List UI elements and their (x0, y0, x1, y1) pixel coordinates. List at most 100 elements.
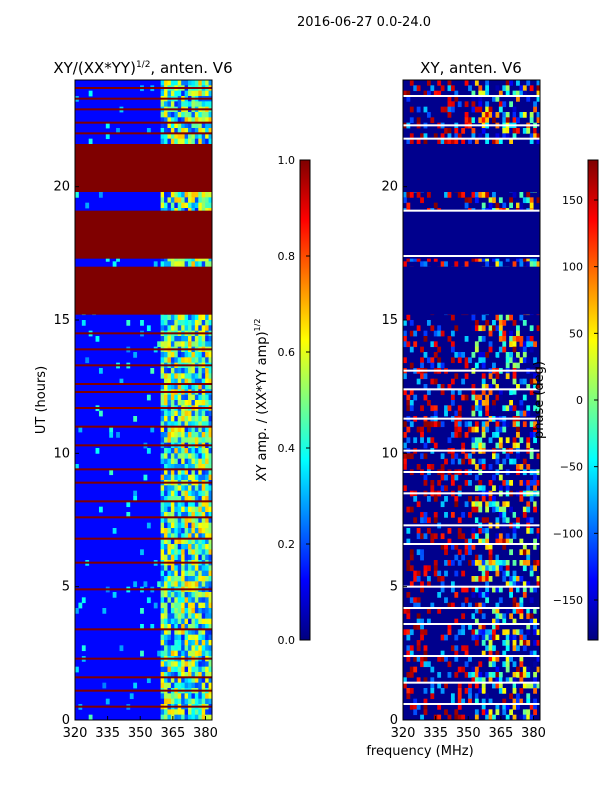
heatmap-cell (188, 666, 192, 673)
left-colorbar-label: XY amp. / (XX*YY amp)1/2 (253, 319, 270, 482)
heatmap-cell (464, 688, 469, 694)
heatmap-cell (464, 597, 469, 604)
heatmap-cell (512, 597, 517, 604)
heatmap-cell (522, 128, 527, 134)
heatmap-cell (533, 677, 537, 684)
heatmap-cell (454, 501, 459, 508)
heatmap-cell (495, 650, 500, 657)
heatmap-cell (468, 357, 472, 364)
heatmap-cell (498, 474, 503, 481)
heatmap-cell (191, 373, 196, 380)
heatmap-cell (198, 634, 203, 641)
heatmap-cell (164, 538, 168, 545)
heatmap-cell (413, 330, 418, 337)
heatmap-cell (201, 554, 206, 561)
heatmap-cell (201, 506, 206, 513)
heatmap-cell (533, 688, 537, 694)
heatmap-cell (160, 256, 165, 262)
heatmap-cell (201, 640, 206, 646)
heatmap-cell (194, 592, 199, 598)
heatmap-cell (485, 533, 490, 540)
heatmap-cell (423, 698, 428, 705)
heatmap-cell (464, 453, 469, 460)
heatmap-cell (423, 138, 428, 145)
heatmap-cell (198, 661, 203, 668)
heatmap-cell (505, 634, 510, 641)
heatmap-cell (416, 192, 421, 198)
heatmap-cell (536, 576, 540, 582)
heatmap-cell (198, 602, 203, 609)
heatmap-cell (208, 90, 212, 97)
heatmap-cell (519, 602, 524, 609)
heatmap-cell (505, 362, 510, 369)
heatmap-cell (181, 640, 185, 646)
heatmap-cell (423, 474, 428, 481)
heatmap-cell (184, 336, 189, 342)
heatmap-cell (478, 661, 483, 668)
heatmap-cell (88, 90, 93, 97)
heatmap-cell (437, 570, 442, 577)
heatmap-cell (184, 613, 189, 620)
heatmap-cell (526, 501, 531, 508)
heatmap-cell (133, 581, 138, 588)
heatmap-cell (447, 714, 452, 720)
heatmap-cell (188, 576, 192, 582)
heatmap-cell (177, 421, 182, 428)
heatmap-cell (198, 336, 203, 342)
heatmap-cell (519, 640, 524, 646)
heatmap-cell (205, 693, 209, 700)
heatmap-cell (457, 405, 462, 412)
heatmap-cell (522, 698, 527, 705)
heatmap-cell (533, 661, 537, 668)
heatmap-cell (440, 581, 445, 588)
heatmap-cell (184, 650, 189, 657)
heatmap-cell (184, 325, 189, 332)
heatmap-cell (181, 496, 185, 502)
heatmap-cell (194, 528, 199, 534)
heatmap-cell (502, 426, 507, 433)
heatmap-cell (160, 458, 165, 465)
heatmap-cell (495, 538, 500, 545)
heatmap-cell (512, 640, 517, 646)
x-tick-label: 380 (521, 726, 546, 741)
heatmap-cell (522, 709, 527, 716)
heatmap-cell (492, 682, 496, 689)
heatmap-cell (502, 677, 507, 684)
heatmap-cell (184, 341, 189, 348)
heatmap-cell (164, 197, 168, 204)
heatmap-cell (529, 565, 534, 572)
heatmap-cell (474, 485, 479, 492)
heatmap-cell (170, 256, 175, 262)
heatmap-cell (160, 469, 165, 476)
heatmap-cell (174, 709, 179, 716)
heatmap-cell (184, 714, 189, 720)
heatmap-cell (181, 501, 185, 508)
heatmap-cell (205, 533, 209, 540)
heatmap-cell (160, 597, 165, 604)
heatmap-cell (184, 544, 189, 550)
heatmap-cell (536, 261, 540, 268)
heatmap-cell (447, 138, 452, 145)
heatmap-cell (502, 421, 507, 428)
heatmap-cell (198, 80, 203, 86)
x-tick-label: 380 (193, 726, 218, 741)
heatmap-cell (105, 698, 110, 705)
heatmap-cell (420, 437, 424, 444)
heatmap-cell (181, 202, 185, 209)
heatmap-cell (191, 709, 196, 716)
heatmap-cell (522, 378, 527, 385)
heatmap-cell (174, 453, 179, 460)
heatmap-cell (529, 421, 534, 428)
heatmap-cell (205, 384, 209, 390)
heatmap-cell (181, 485, 185, 492)
heatmap-cell (167, 90, 172, 97)
heatmap-cell (170, 538, 175, 545)
heatmap-cell (205, 677, 209, 684)
heatmap-cell (116, 128, 120, 134)
heatmap-cell (208, 336, 212, 342)
heatmap-cell (519, 112, 524, 118)
heatmap-cell (478, 325, 483, 332)
heatmap-cell (167, 608, 172, 614)
heatmap-cell (437, 138, 442, 145)
heatmap-cell (406, 437, 411, 444)
